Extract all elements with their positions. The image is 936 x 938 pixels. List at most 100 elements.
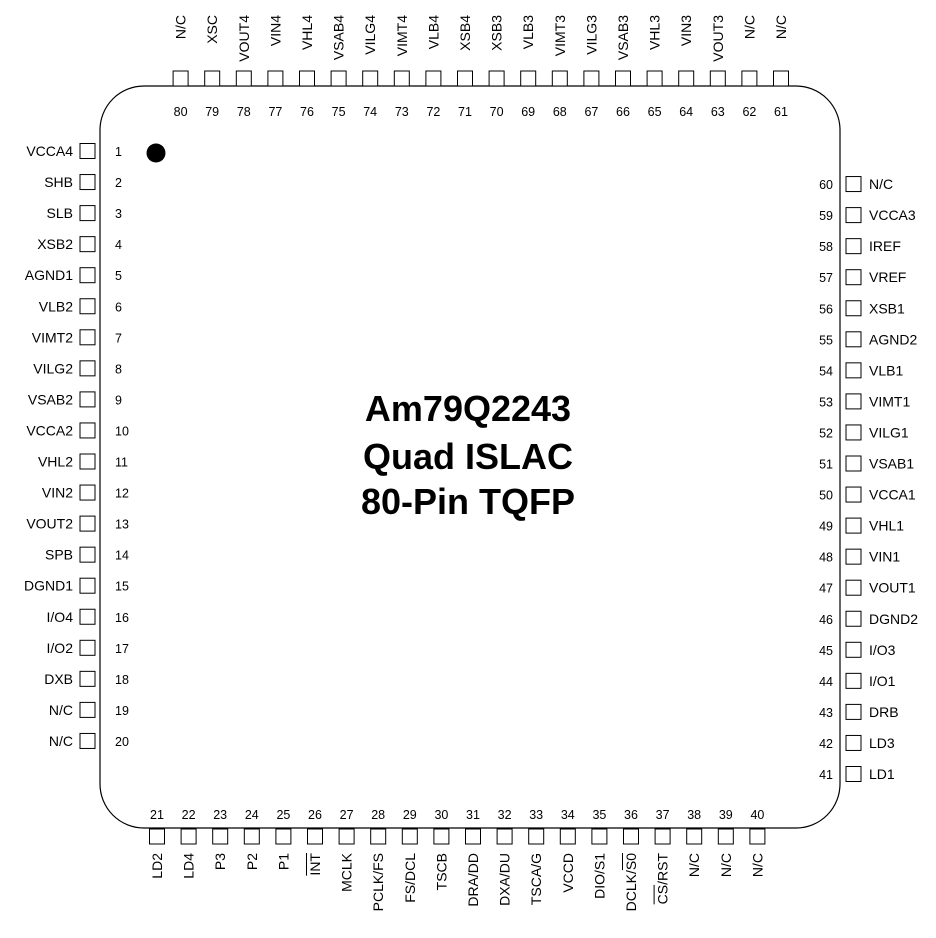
bottom-pin-row: 21 LD2 22 LD4 23 P3 24 P2 25 P1 26 INT 27 MCLK 28 PCLK/… [149, 808, 766, 911]
pin-7: VIMT2 7 [32, 329, 122, 346]
pin-number-label: 9 [115, 393, 122, 407]
pin-name-label: VLB4 [425, 15, 441, 49]
pin-number-label: 74 [363, 105, 377, 119]
pin-pad [686, 828, 703, 845]
pin-49: VHL1 49 [819, 517, 904, 534]
pin-number-label: 60 [819, 178, 833, 192]
pin-name-label: VIMT4 [394, 15, 410, 56]
pin-pad [845, 610, 862, 627]
pin-pad [267, 70, 284, 87]
pin-name-label: VCCD [560, 853, 576, 893]
pin-58: IREF 58 [819, 238, 901, 255]
pin-name-label: N/C [741, 15, 757, 39]
pin-number-label: 68 [553, 105, 567, 119]
pin-pad [465, 828, 481, 845]
pin-name-label: LD1 [869, 766, 895, 782]
pin-number-label: 37 [656, 808, 670, 822]
pin-pad [845, 393, 862, 410]
pin-name-label: XSB1 [869, 300, 905, 316]
pin-number-label: 28 [371, 808, 385, 822]
pin-number-label: 52 [819, 426, 833, 440]
pin-number-label: 15 [115, 580, 129, 594]
pin-number-label: 39 [719, 808, 733, 822]
pin-name-label: N/C [773, 15, 789, 39]
pin-name-label: VILG1 [869, 424, 909, 440]
pin-pad [749, 828, 766, 845]
pin-number-label: 27 [340, 808, 354, 822]
pin-9: VSAB2 9 [28, 391, 122, 408]
pin-number-label: 34 [561, 808, 575, 822]
pin-name-label: SHB [44, 174, 73, 190]
pin-68: 68 VIMT3 [551, 15, 568, 119]
pin-name-label: TSCB [433, 853, 449, 890]
pin-pad [370, 828, 387, 845]
pin-pad [741, 70, 758, 87]
pin-45: I/O3 45 [819, 641, 896, 658]
pin-pad [845, 238, 862, 255]
pin-number-label: 73 [395, 105, 409, 119]
pin-name-label: VIN1 [869, 549, 900, 565]
pin-name-label: XSC [204, 15, 220, 44]
pin-65: 65 VHL3 [646, 15, 663, 119]
pin-name-label: AGND1 [25, 267, 73, 283]
pin-name-label: VILG3 [583, 15, 599, 55]
pin-pad [79, 391, 96, 408]
pin-pad [330, 70, 347, 87]
pin-pad [845, 331, 862, 348]
pin-number-label: 8 [115, 362, 122, 376]
pin-63: 63 VOUT3 [709, 15, 726, 119]
pin-12: VIN2 12 [42, 484, 129, 501]
pin-number-label: 49 [819, 520, 833, 534]
pin-number-label: 72 [426, 105, 440, 119]
pin1-marker-icon [146, 143, 166, 163]
pin-number-label: 56 [819, 302, 833, 316]
pin-name-label: N/C [749, 853, 765, 877]
pin-25: 25 P1 [275, 808, 292, 870]
pin-71: 71 XSB4 [457, 15, 473, 119]
pin-pad [425, 70, 442, 87]
pin-number-label: 63 [711, 105, 725, 119]
pin-number-label: 41 [819, 768, 833, 782]
pin-name-label: VHL3 [647, 15, 663, 50]
right-pin-row: LD1 41 LD3 42 DRB 43 I/O1 44 I/O3 45 DGND2 46 VOUT1 4… [819, 176, 918, 782]
chip-title-line: Quad ISLAC [363, 436, 573, 477]
pin-pad [654, 828, 671, 845]
pin-number-label: 11 [115, 456, 128, 470]
pin-number-label: 33 [529, 808, 543, 822]
pin-6: VLB2 6 [39, 298, 122, 315]
pin-number-label: 20 [115, 735, 129, 749]
pin-35: 35 DIO/S1 [591, 808, 608, 899]
pin-number-label: 66 [616, 105, 630, 119]
pin-number-label: 46 [819, 613, 833, 627]
pin-37: 37 CS/RST [653, 808, 671, 905]
pin-number-label: 5 [115, 269, 122, 283]
pin-59: VCCA3 59 [819, 207, 916, 224]
pin-number-label: 30 [434, 808, 448, 822]
pin-name-label: INT [307, 853, 323, 876]
pin-24: 24 P2 [244, 808, 260, 870]
pin-name-label: VCCA3 [869, 207, 916, 223]
pin-number-label: 77 [268, 105, 282, 119]
pin-pad [488, 70, 505, 87]
pin-pad [845, 300, 862, 317]
pin-number-label: 40 [750, 808, 764, 822]
pin-name-label: VHL4 [299, 15, 315, 50]
top-pin-row: 61 N/C 62 N/C 63 VOUT3 64 VIN3 65 VHL3 66 VSAB3 67 VI… [172, 15, 789, 119]
pin-name-label: SLB [47, 205, 73, 221]
pin-27: 27 MCLK [338, 808, 355, 892]
pin-pad [845, 362, 862, 379]
pin-name-label: VILG2 [33, 360, 73, 376]
pin-4: XSB2 4 [37, 236, 122, 253]
pin-pad [551, 70, 568, 87]
pin-pad [204, 70, 221, 87]
pin-number-label: 24 [245, 808, 259, 822]
pin-41: LD1 41 [819, 766, 895, 782]
pin-pad [79, 639, 96, 656]
pin-name-label: VIN3 [678, 15, 694, 46]
pin-number-label: 42 [819, 737, 833, 751]
pin-name-label: VCCA2 [26, 422, 73, 438]
pin-name-label: VSAB2 [28, 391, 73, 407]
pin-number-label: 47 [819, 582, 833, 596]
pin-number-label: 26 [308, 808, 322, 822]
pin-pad [845, 766, 862, 782]
